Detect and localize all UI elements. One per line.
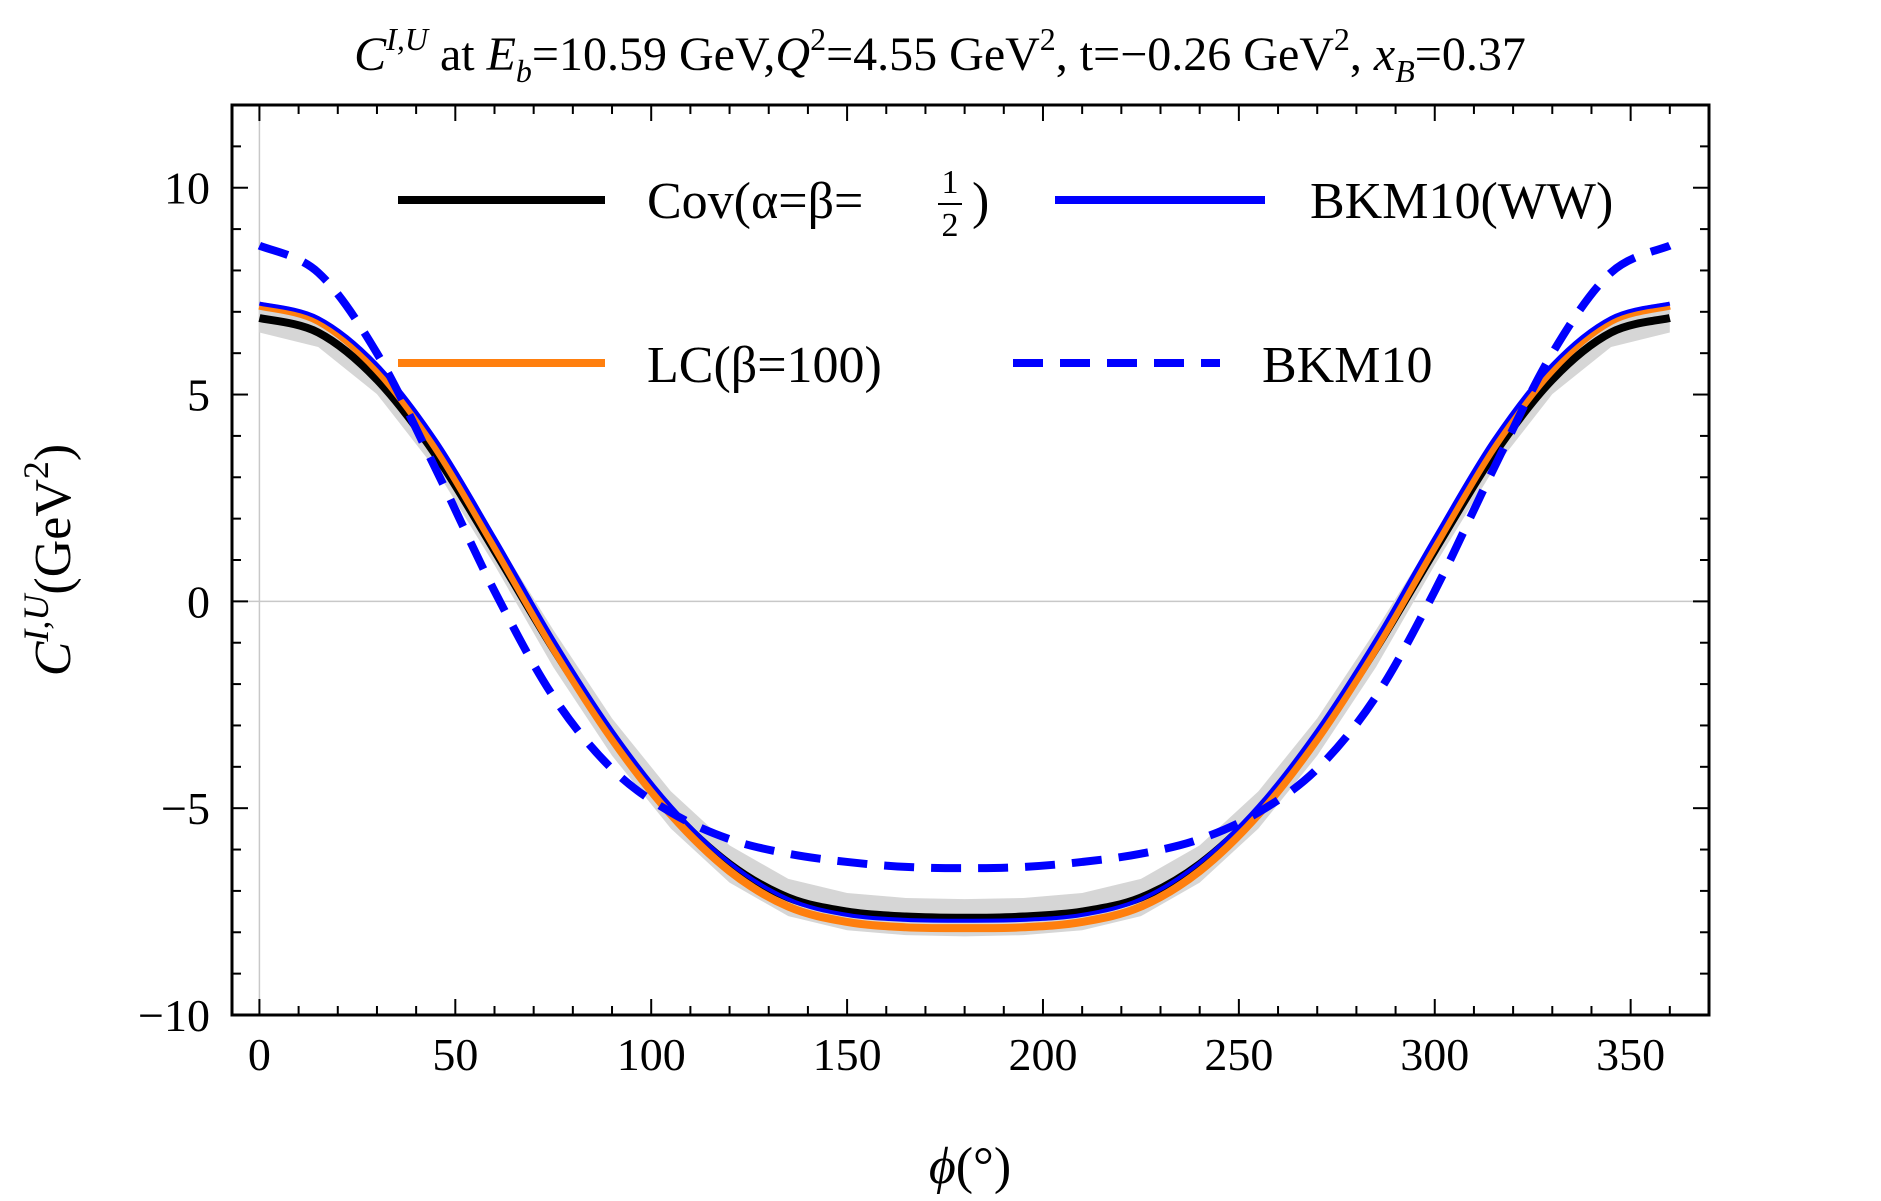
chart-title: CI,U at Eb=10.59 GeV,Q2=4.55 GeV2, t=−0.… [354, 21, 1526, 89]
legend-fraction-denominator: 2 [942, 207, 959, 244]
series-line-lc [258, 301, 1671, 933]
legend-item-bkm10-ww: BKM10(WW) [1055, 173, 1613, 230]
y-tick-label: 0 [187, 576, 210, 627]
x-tick-label: 50 [432, 1029, 478, 1080]
axis-ticks [232, 104, 1709, 1016]
legend-label-cov: Cov(α=β= [647, 173, 863, 230]
y-tick-label: −10 [138, 990, 210, 1041]
series-line-bkm10-ww [258, 301, 1671, 923]
series-line-cov [258, 314, 1671, 922]
x-tick-label: 100 [617, 1029, 686, 1080]
legend-label-lc: LC(β=100) [647, 337, 882, 394]
x-tick-labels: 0 50 100 150 200 250 300 350 [248, 1029, 1665, 1080]
x-tick-label: 350 [1596, 1029, 1665, 1080]
y-tick-labels: −10 −5 0 5 10 [138, 163, 210, 1041]
legend-label-bkm10: BKM10 [1262, 337, 1432, 394]
cov-uncertainty-band [259, 303, 1670, 937]
legend-fraction-numerator: 1 [942, 164, 959, 201]
x-tick-label: 250 [1204, 1029, 1273, 1080]
legend-item-lc: LC(β=100) [398, 337, 882, 394]
legend-item-cov: Cov(α=β= 1 2 ) [398, 164, 989, 244]
x-tick-label: 300 [1400, 1029, 1469, 1080]
x-tick-label: 200 [1008, 1029, 1077, 1080]
legend-item-bkm10: BKM10 [1013, 337, 1432, 394]
x-axis-title: ϕ(°) [929, 1138, 1011, 1195]
y-tick-label: 10 [164, 163, 210, 214]
series-line-bkm10 [257, 241, 1672, 873]
data-layer [257, 241, 1672, 937]
legend-label-cov-close: ) [972, 173, 989, 230]
legend: Cov(α=β= 1 2 ) BKM10(WW) LC(β=100) BKM10 [398, 164, 1613, 394]
legend-label-bkm10-ww: BKM10(WW) [1310, 173, 1613, 230]
y-tick-label: −5 [161, 783, 210, 834]
x-tick-label: 150 [813, 1029, 882, 1080]
x-tick-label: 0 [248, 1029, 271, 1080]
plot-frame [230, 103, 1711, 1017]
y-axis-title: CI,U(GeV2) [16, 444, 82, 677]
y-tick-label: 5 [187, 370, 210, 421]
